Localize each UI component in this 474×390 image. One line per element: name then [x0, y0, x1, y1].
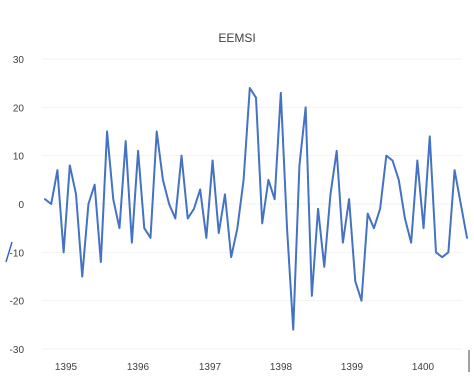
- grid-lines: [42, 58, 462, 350]
- y-tick-label: 30: [13, 55, 25, 66]
- y-tick-label: 20: [13, 103, 25, 114]
- x-tick-label: 1400: [412, 362, 435, 373]
- series-line: [44, 87, 468, 331]
- y-tick-label: -10: [10, 248, 25, 259]
- chart-title: EEMSI: [218, 31, 255, 45]
- x-tick-label: 1399: [341, 362, 364, 373]
- x-axis-tick-labels: 1395 1396 1397 1398 1399 1400: [55, 362, 435, 373]
- y-tick-label: 10: [13, 152, 25, 163]
- x-tick-label: 1396: [127, 362, 150, 373]
- y-axis-tick-labels: 30 20 10 0 -10 -20 -30: [10, 55, 25, 356]
- x-tick-label: 1398: [270, 362, 293, 373]
- y-tick-label: -20: [10, 297, 25, 308]
- y-tick-label: 0: [18, 200, 24, 211]
- x-tick-label: 1397: [199, 362, 222, 373]
- y-tick-label: -30: [10, 345, 25, 356]
- x-tick-label: 1395: [55, 362, 78, 373]
- left-edge-mark: [5, 241, 13, 263]
